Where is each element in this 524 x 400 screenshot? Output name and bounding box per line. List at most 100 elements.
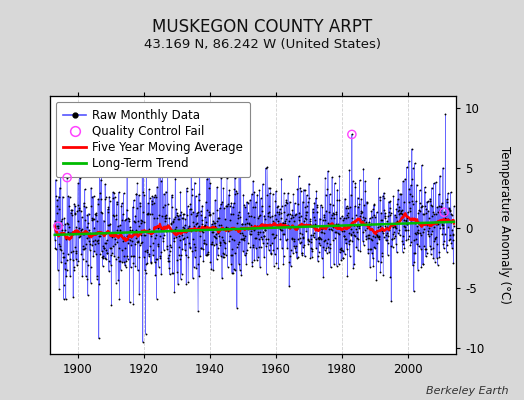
Point — [289, 214, 297, 220]
Point — [311, 217, 319, 224]
Point — [400, 199, 408, 205]
Point — [358, 238, 367, 244]
Point — [447, 218, 455, 225]
Point — [158, 212, 166, 219]
Point — [332, 209, 341, 216]
Point — [228, 236, 236, 242]
Point — [414, 266, 422, 273]
Point — [395, 204, 403, 210]
Point — [78, 214, 86, 220]
Point — [355, 201, 364, 207]
Point — [67, 209, 75, 216]
Point — [237, 221, 246, 228]
Point — [409, 201, 418, 207]
Point — [435, 249, 443, 256]
Point — [71, 244, 80, 250]
Point — [344, 214, 353, 221]
Point — [387, 243, 396, 249]
Point — [428, 227, 436, 234]
Point — [182, 229, 190, 236]
Point — [58, 222, 66, 229]
Text: MUSKEGON COUNTY ARPT: MUSKEGON COUNTY ARPT — [152, 18, 372, 36]
Point — [298, 251, 306, 258]
Point — [70, 200, 79, 207]
Point — [406, 242, 414, 249]
Point — [413, 229, 421, 236]
Point — [100, 245, 108, 251]
Point — [370, 201, 379, 208]
Point — [256, 264, 264, 270]
Point — [289, 191, 298, 198]
Point — [140, 192, 149, 198]
Point — [217, 253, 225, 259]
Point — [124, 215, 133, 222]
Point — [99, 242, 107, 249]
Point — [88, 194, 96, 200]
Point — [296, 185, 304, 191]
Point — [173, 256, 181, 263]
Point — [328, 174, 336, 180]
Point — [258, 203, 266, 209]
Point — [238, 221, 246, 227]
Point — [365, 235, 373, 242]
Point — [268, 218, 277, 224]
Point — [366, 215, 374, 222]
Point — [392, 224, 400, 231]
Point — [342, 215, 351, 221]
Point — [179, 236, 187, 242]
Point — [242, 216, 250, 222]
Point — [118, 217, 127, 223]
Point — [328, 221, 336, 228]
Point — [63, 174, 71, 181]
Point — [330, 180, 339, 186]
Point — [178, 270, 186, 277]
Point — [115, 245, 123, 251]
Point — [335, 172, 344, 179]
Point — [369, 263, 377, 269]
Point — [247, 222, 255, 228]
Point — [64, 193, 72, 200]
Point — [421, 202, 429, 209]
Point — [62, 236, 70, 242]
Point — [123, 233, 131, 239]
Point — [318, 255, 326, 261]
Point — [159, 238, 167, 244]
Point — [385, 198, 393, 205]
Point — [115, 189, 123, 196]
Point — [293, 225, 301, 231]
Point — [74, 207, 83, 213]
Point — [296, 230, 304, 237]
Point — [212, 234, 220, 241]
Point — [55, 241, 63, 247]
Point — [439, 165, 447, 171]
Point — [442, 216, 451, 222]
Point — [393, 218, 401, 224]
Point — [267, 249, 276, 256]
Point — [125, 218, 133, 224]
Point — [293, 226, 301, 232]
Point — [257, 234, 265, 240]
Point — [362, 233, 370, 239]
Point — [257, 221, 266, 228]
Point — [355, 223, 363, 230]
Point — [103, 206, 112, 212]
Point — [52, 228, 61, 234]
Point — [173, 216, 182, 222]
Point — [287, 247, 295, 253]
Point — [157, 226, 165, 232]
Point — [223, 263, 232, 270]
Point — [422, 250, 431, 256]
Point — [225, 192, 233, 198]
Point — [191, 244, 199, 250]
Point — [56, 246, 64, 252]
Point — [207, 241, 215, 247]
Point — [252, 244, 260, 251]
Point — [271, 231, 280, 238]
Point — [238, 236, 247, 242]
Point — [317, 225, 325, 231]
Point — [209, 267, 217, 274]
Point — [211, 234, 220, 240]
Point — [292, 243, 300, 250]
Point — [209, 217, 217, 224]
Point — [313, 202, 321, 208]
